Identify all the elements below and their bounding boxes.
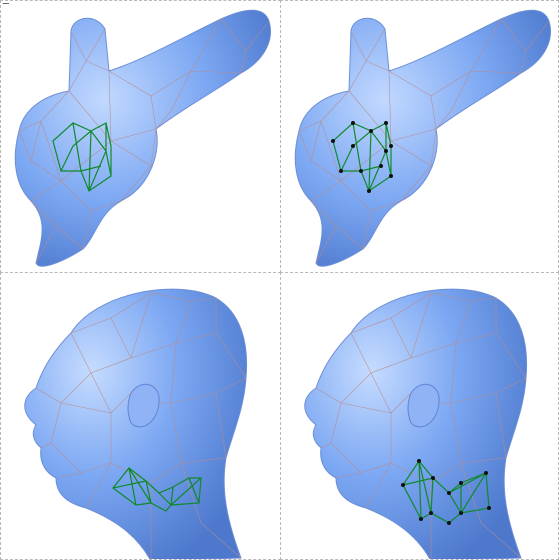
vertex-markers [331,121,393,193]
highlight-patch [112,467,202,512]
bunny-wireframe [18,18,270,264]
head-body [24,288,248,559]
head-render [24,288,248,559]
panel-bunny-mesh-with-vertices [280,0,559,273]
panel-head-mesh-with-vertices [280,272,559,560]
bunny-body [294,9,551,267]
bunny-wireframe [298,18,550,264]
bunny-render [14,9,271,267]
vertex-markers [401,459,491,525]
head-render-vertices [304,288,528,559]
ear [407,383,440,428]
bunny-render-vertices [294,9,551,267]
ear [127,383,160,428]
head-wireframe [35,292,247,559]
head-body [304,288,528,559]
head-wireframe [315,292,527,559]
panel-bunny-mesh [0,0,281,273]
bunny-body [14,9,271,267]
corner-mark [3,3,9,7]
panel-head-mesh [0,272,281,560]
highlight-patch [52,122,112,192]
